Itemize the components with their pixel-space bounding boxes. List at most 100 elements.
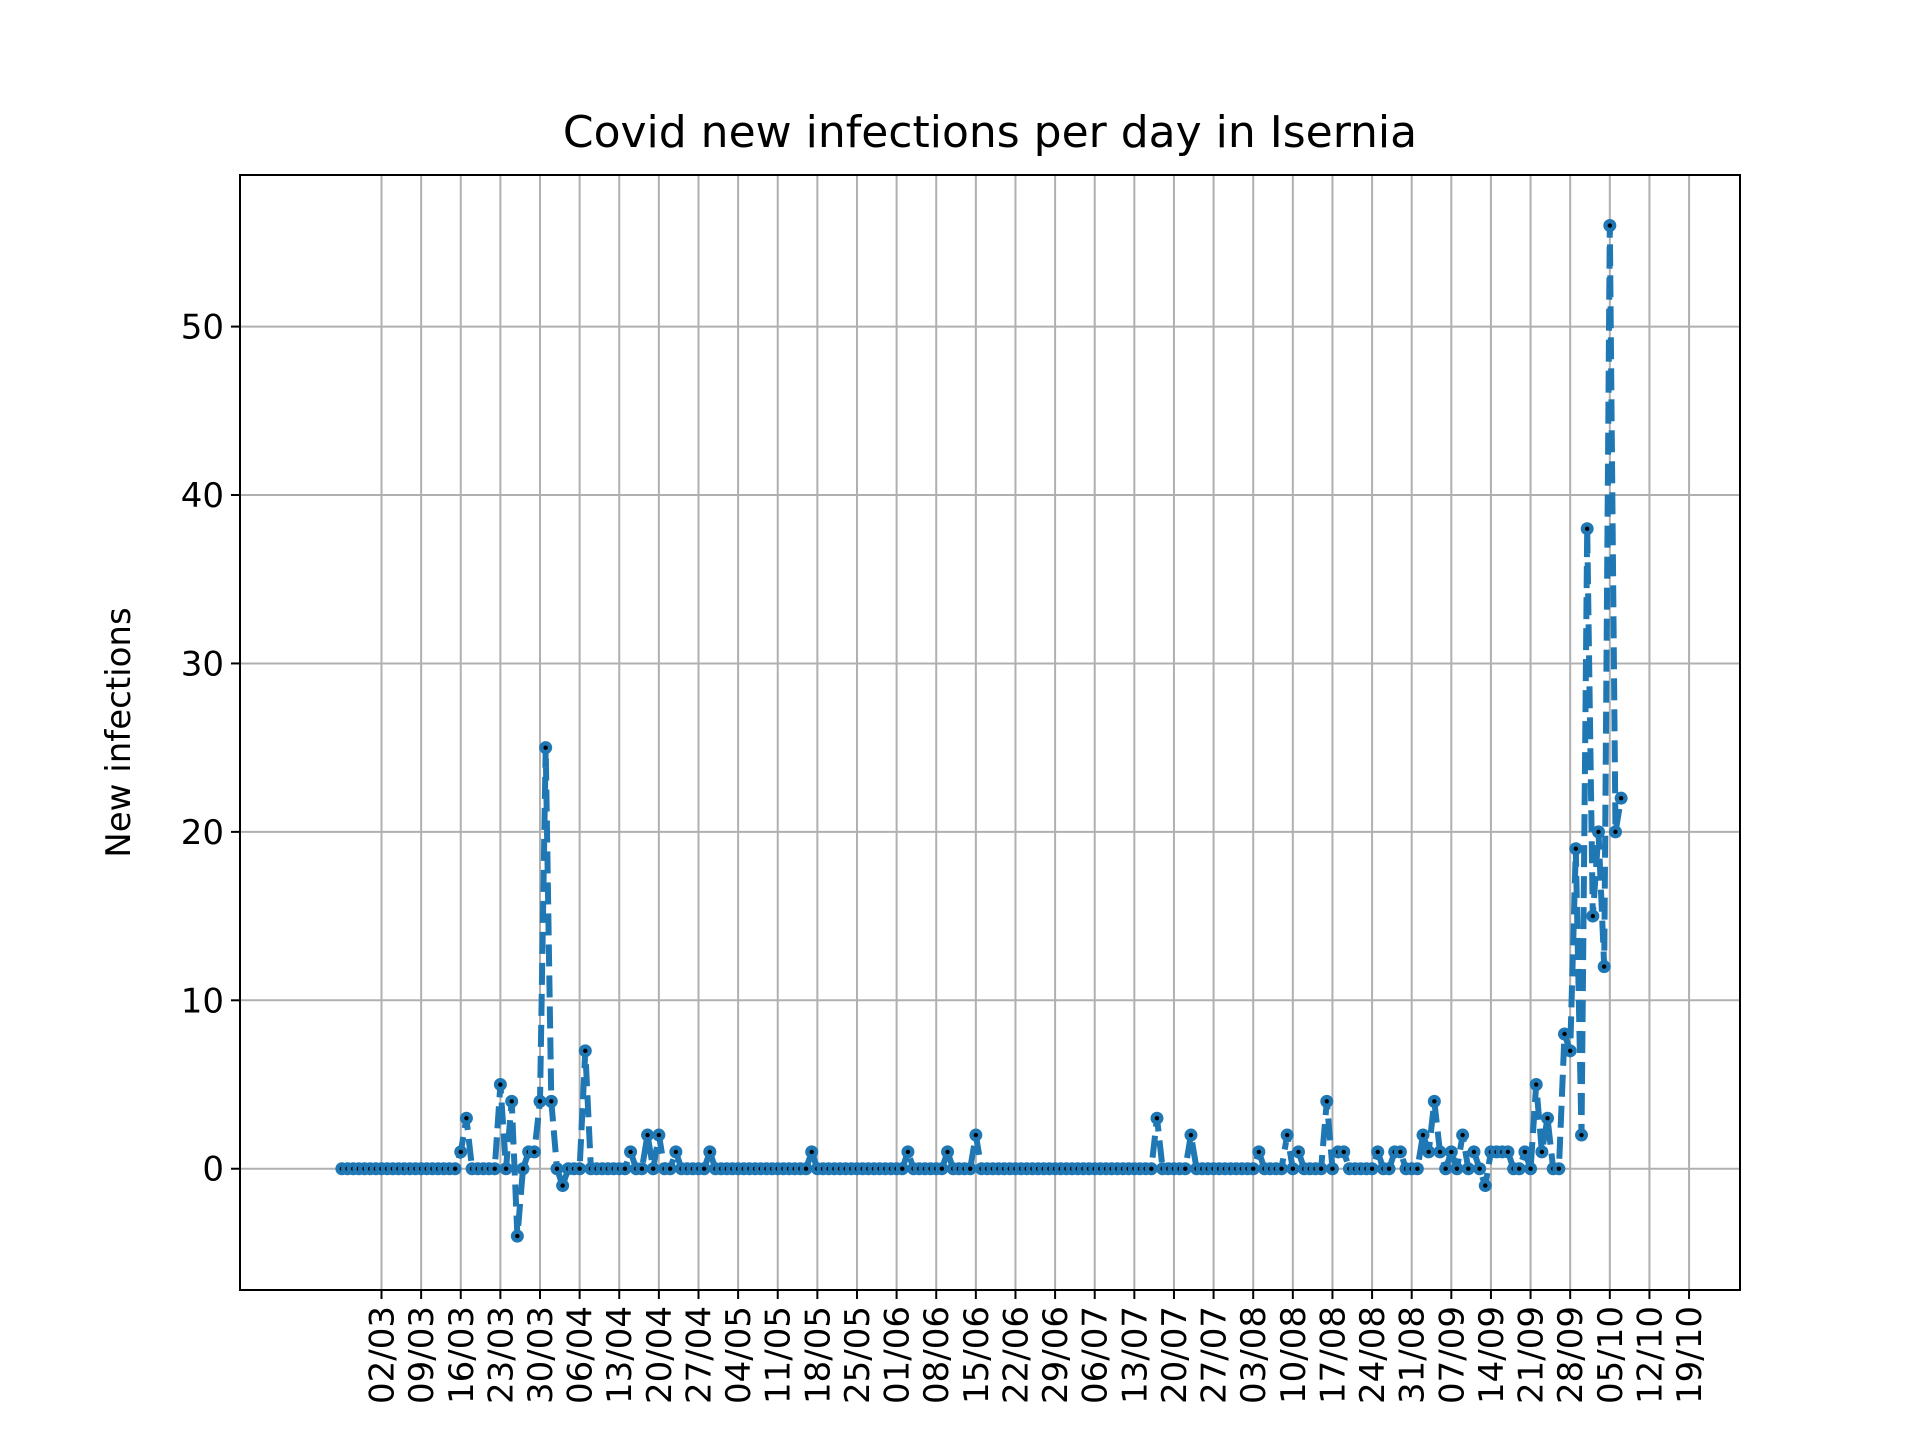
y-tick-label: 50 <box>181 308 224 348</box>
data-point-center <box>645 1132 650 1138</box>
data-point-center <box>1618 795 1624 801</box>
chart-title: Covid new infections per day in Isernia <box>563 107 1417 158</box>
x-tick-label: 10/08 <box>1274 1306 1314 1404</box>
x-tick-label: 28/09 <box>1551 1306 1591 1404</box>
data-point-center <box>1154 1116 1160 1121</box>
data-point-center <box>554 1166 560 1171</box>
x-tick-label: 11/05 <box>759 1306 799 1404</box>
data-point-center <box>543 745 548 750</box>
series-line <box>341 222 1625 1240</box>
y-tick-label: 10 <box>181 981 224 1021</box>
data-point-center <box>1596 829 1601 835</box>
data-point-center <box>1517 1166 1522 1171</box>
data-point-center <box>1601 964 1607 969</box>
data-point-center <box>1454 1166 1460 1171</box>
data-point-center <box>809 1149 814 1155</box>
data-point-center <box>1567 1048 1573 1054</box>
x-tick-label: 31/08 <box>1393 1306 1433 1404</box>
x-tick-label: 12/10 <box>1630 1306 1670 1404</box>
x-tick-label: 27/07 <box>1195 1306 1235 1404</box>
x-tick-label: 01/06 <box>878 1306 918 1404</box>
data-point-center <box>1188 1132 1194 1138</box>
data-point-center <box>1324 1099 1329 1104</box>
data-point-center <box>1449 1149 1454 1155</box>
data-point-center <box>1256 1149 1262 1155</box>
data-point-center <box>1471 1149 1477 1155</box>
data-point-center <box>1562 1031 1567 1037</box>
y-tick-label: 30 <box>181 644 224 684</box>
data-point-center <box>1613 829 1618 835</box>
data-point-center <box>1483 1183 1488 1188</box>
x-tick-label: 16/03 <box>442 1306 482 1404</box>
data-point-center <box>1539 1149 1545 1155</box>
data-point-center <box>492 1166 497 1171</box>
data-point-center <box>967 1166 973 1171</box>
data-point-center <box>1330 1166 1335 1171</box>
data-point-center <box>1420 1132 1426 1138</box>
data-point-center <box>520 1166 526 1171</box>
data-point-center <box>1398 1149 1403 1155</box>
y-tick-label: 0 <box>202 1150 224 1190</box>
data-point-center <box>1590 913 1596 919</box>
x-tick-label: 27/04 <box>679 1306 719 1404</box>
data-point-center <box>1426 1149 1431 1155</box>
x-tick-label: 07/09 <box>1432 1306 1472 1404</box>
data-point-center <box>1279 1166 1284 1171</box>
data-point-center <box>464 1116 469 1121</box>
x-tick-label: 17/08 <box>1313 1306 1353 1404</box>
data-point-center <box>1584 526 1590 531</box>
data-point-center <box>1386 1166 1392 1171</box>
y-axis: 0 10 20 30 40 50 <box>181 308 240 1190</box>
data-point-center <box>1375 1149 1380 1155</box>
data-point-center <box>1284 1132 1290 1138</box>
data-point-center <box>1318 1166 1324 1171</box>
y-axis-label: New infections <box>99 607 139 857</box>
x-tick-label: 20/04 <box>640 1306 680 1404</box>
y-tick-label: 40 <box>181 476 224 516</box>
data-point-center <box>639 1166 645 1171</box>
data-point-center <box>537 1099 543 1104</box>
data-point-center <box>628 1149 633 1155</box>
x-tick-label: 30/03 <box>521 1306 561 1404</box>
data-point-center <box>560 1183 565 1188</box>
data-point-center <box>1505 1149 1511 1155</box>
data-point-center <box>1573 846 1579 851</box>
data-point-center <box>549 1099 554 1104</box>
x-tick-label: 08/06 <box>917 1306 957 1404</box>
data-point-center <box>701 1166 707 1171</box>
data-point-center <box>583 1048 588 1054</box>
x-axis: 02/03 09/03 16/03 23/03 30/03 06/04 13/04 20/04… <box>363 1290 1710 1404</box>
data-point-center <box>1149 1166 1154 1171</box>
data-point-center <box>707 1149 713 1155</box>
data-point-center <box>1290 1166 1296 1171</box>
data-point-center <box>1443 1166 1448 1171</box>
data-point-center <box>1579 1132 1584 1138</box>
data-point-center <box>503 1166 509 1171</box>
data-point-center <box>1415 1166 1420 1171</box>
plot-frame <box>239 174 1741 1291</box>
x-tick-label: 29/06 <box>1036 1306 1076 1404</box>
x-tick-label: 05/10 <box>1591 1306 1631 1404</box>
data-point-center <box>900 1166 905 1171</box>
data-point-center <box>973 1132 979 1138</box>
data-point-center <box>1183 1166 1188 1171</box>
x-tick-label: 14/09 <box>1472 1306 1512 1404</box>
data-point-center <box>458 1149 463 1155</box>
y-tick-label: 20 <box>181 813 224 853</box>
data-point-center <box>1466 1166 1471 1171</box>
data-point-center <box>1341 1149 1346 1155</box>
data-point-center <box>1545 1116 1550 1121</box>
x-tick-label: 23/03 <box>481 1306 521 1404</box>
data-point-center <box>656 1132 662 1138</box>
data-point-center <box>622 1166 628 1171</box>
data-point-center <box>1296 1149 1301 1155</box>
x-tick-label: 25/05 <box>838 1306 878 1404</box>
data-point-center <box>1251 1166 1256 1171</box>
data-point-center <box>1460 1132 1465 1138</box>
data-point-center <box>673 1149 679 1155</box>
x-tick-label: 02/03 <box>363 1306 403 1404</box>
data-point-center <box>1534 1082 1539 1087</box>
data-point-center <box>1607 223 1613 228</box>
x-tick-label: 24/08 <box>1353 1306 1393 1404</box>
data-point-center <box>651 1166 656 1171</box>
